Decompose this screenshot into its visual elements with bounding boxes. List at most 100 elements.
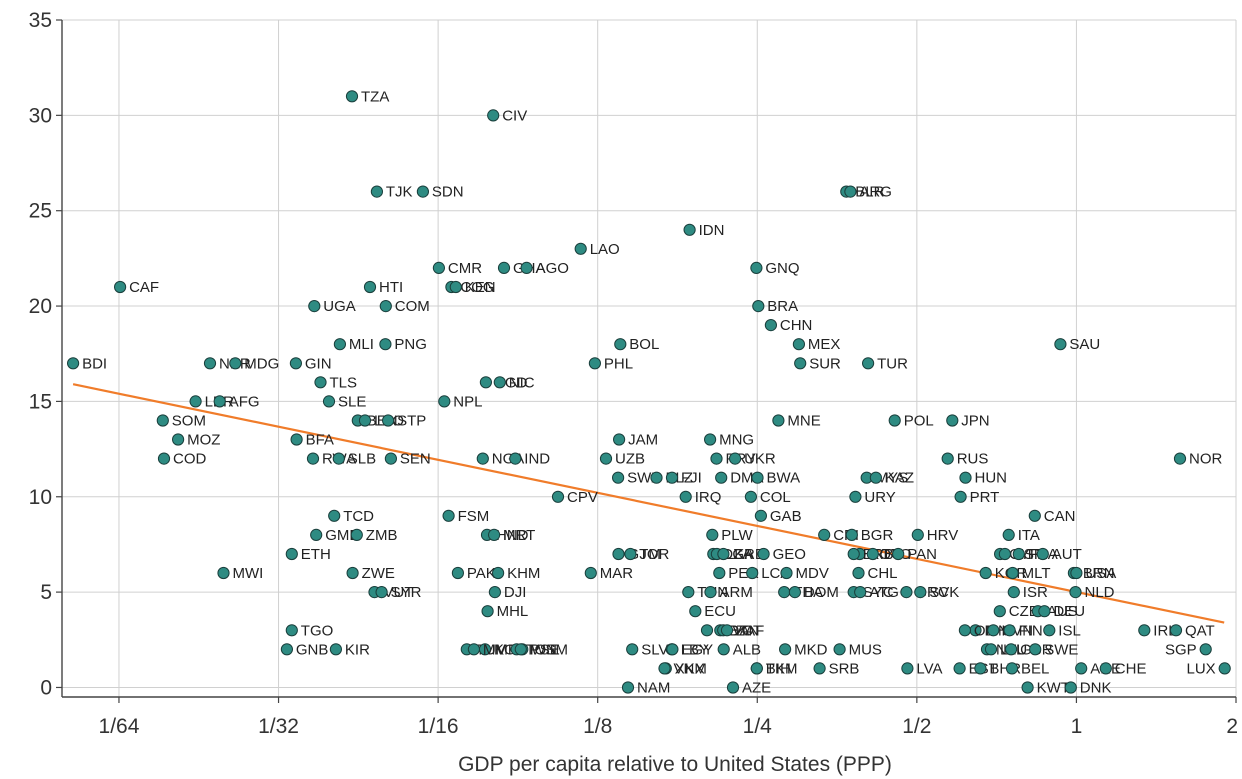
point-aze bbox=[726, 681, 740, 694]
point-cze bbox=[993, 605, 1006, 618]
point-usa bbox=[1070, 566, 1083, 580]
point-label-mex: MEX bbox=[808, 336, 841, 353]
point-label-mmr: MMR bbox=[483, 641, 519, 658]
point-label-dnk: DNK bbox=[1080, 680, 1112, 697]
point-label-mkd: MKD bbox=[794, 641, 828, 658]
point-label-alb: ALB bbox=[733, 641, 761, 658]
point-label-idn: IDN bbox=[699, 222, 725, 239]
y-tick-label-15: 15 bbox=[29, 390, 52, 413]
point-label-aut: AUT bbox=[1052, 546, 1082, 563]
point-label-irl: IRL bbox=[1153, 622, 1176, 639]
point-geo bbox=[757, 547, 770, 561]
point-jor bbox=[624, 547, 637, 561]
point-mex bbox=[792, 338, 806, 351]
point-vnm bbox=[658, 662, 671, 675]
point-pol bbox=[888, 414, 901, 427]
point-label-che: CHE bbox=[1115, 660, 1147, 677]
point-label-bfa: BFA bbox=[306, 432, 334, 449]
point-blz bbox=[650, 471, 663, 484]
point-label-aze: AZE bbox=[742, 680, 771, 697]
point-npl bbox=[438, 395, 451, 408]
point-label-plw: PLW bbox=[721, 527, 753, 544]
point-isr bbox=[1007, 586, 1020, 599]
x-tick-label-0: 1/64 bbox=[99, 715, 140, 738]
point-label-cmr: CMR bbox=[448, 260, 482, 277]
point-png bbox=[379, 338, 392, 351]
point-label-dza: DZA bbox=[722, 546, 752, 563]
point-mmr bbox=[467, 643, 480, 656]
point-mwi bbox=[217, 566, 230, 580]
point-label-hun: HUN bbox=[975, 470, 1008, 487]
point-kir bbox=[329, 643, 342, 656]
y-tick-label-35: 35 bbox=[29, 9, 52, 32]
point-label-chl: CHL bbox=[868, 565, 898, 582]
x-axis-title: GDP per capita relative to United States… bbox=[458, 753, 892, 776]
point-moz bbox=[172, 433, 185, 446]
point-label-isl: ISL bbox=[1058, 622, 1081, 639]
point-egy bbox=[666, 643, 679, 656]
point-jam bbox=[613, 433, 626, 446]
point-label-phl: PHL bbox=[604, 355, 633, 372]
point-ind bbox=[509, 452, 522, 465]
point-label-bra: BRA bbox=[767, 298, 798, 315]
point-hun bbox=[959, 471, 972, 484]
trend-line bbox=[72, 383, 1225, 624]
point-label-zwe: ZWE bbox=[362, 565, 395, 582]
point-label-civ: CIV bbox=[502, 107, 527, 124]
point-qat bbox=[1169, 624, 1183, 637]
point-label-cze: CZE bbox=[1009, 603, 1039, 620]
point-sgp bbox=[1199, 643, 1212, 656]
point-lux bbox=[1218, 662, 1231, 675]
point-ecu bbox=[689, 605, 702, 618]
point-label-gin: GIN bbox=[305, 355, 332, 372]
point-sur bbox=[794, 357, 807, 370]
point-label-mar: MAR bbox=[600, 565, 634, 582]
point-nic bbox=[493, 376, 506, 389]
point-dnk bbox=[1064, 681, 1077, 694]
point-label-mdv: MDV bbox=[796, 565, 829, 582]
point-label-grd: GRD bbox=[732, 546, 766, 563]
point-gab bbox=[754, 509, 768, 522]
point-kor bbox=[979, 566, 992, 580]
point-zwe bbox=[346, 566, 359, 580]
point-tgo bbox=[285, 624, 298, 637]
point-mrt bbox=[488, 528, 501, 542]
point-label-aus: AUS bbox=[1047, 603, 1078, 620]
point-label-vct: VCT bbox=[732, 622, 762, 639]
point-label-bdi: BDI bbox=[82, 355, 107, 372]
point-bra bbox=[752, 300, 765, 313]
point-hrv bbox=[911, 528, 924, 542]
point-caf bbox=[114, 280, 127, 294]
y-tick-label-10: 10 bbox=[29, 486, 52, 509]
point-label-fsm: FSM bbox=[458, 508, 490, 525]
point-label-slb: SLB bbox=[348, 451, 376, 468]
point-plw bbox=[706, 528, 719, 542]
point-label-kir: KIR bbox=[345, 641, 370, 658]
point-srb bbox=[813, 662, 826, 675]
point-dji bbox=[488, 586, 501, 599]
point-label-kaz: KAZ bbox=[885, 470, 914, 487]
y-tick-label-5: 5 bbox=[40, 581, 52, 604]
point-label-fji: FJI bbox=[681, 470, 702, 487]
point-ner bbox=[203, 357, 217, 370]
point-label-arm: ARM bbox=[720, 584, 753, 601]
point-mdv bbox=[780, 566, 793, 580]
point-ltu bbox=[984, 643, 998, 656]
point-label-nld: NLD bbox=[1085, 584, 1115, 601]
point-label-mli: MLI bbox=[349, 336, 374, 353]
point-ukr bbox=[729, 452, 742, 465]
point-per bbox=[713, 566, 726, 580]
point-label-com: COM bbox=[395, 298, 430, 315]
point-tkm bbox=[750, 662, 763, 675]
point-kaz bbox=[869, 471, 883, 484]
point-gnb bbox=[280, 643, 293, 656]
point-label-sdn: SDN bbox=[432, 184, 464, 201]
point-label-tkm: TKM bbox=[766, 660, 798, 677]
point-label-geo: GEO bbox=[773, 546, 806, 563]
point-label-sur: SUR bbox=[809, 355, 841, 372]
point-label-arg: ARG bbox=[859, 184, 892, 201]
point-label-sgp: SGP bbox=[1165, 641, 1197, 658]
point-label-usa: USA bbox=[1085, 565, 1116, 582]
point-grd bbox=[717, 547, 730, 561]
